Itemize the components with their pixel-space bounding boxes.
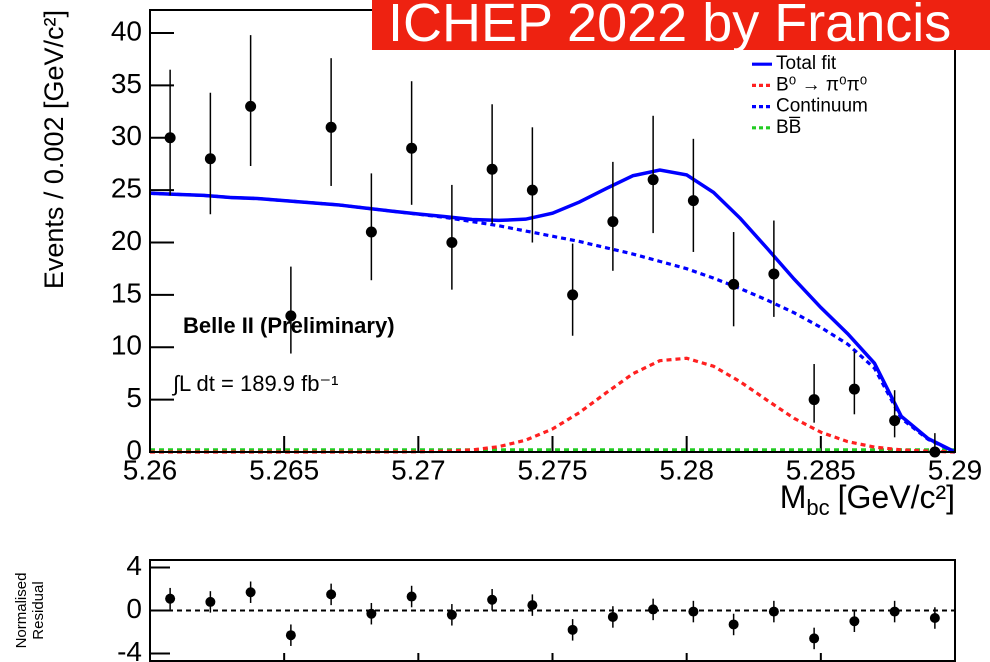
annotation: Belle II (Preliminary): [183, 313, 395, 338]
data-point: [204, 153, 216, 165]
y-tick-label: 4: [126, 550, 142, 581]
data-point: [245, 100, 257, 112]
data-point: [325, 121, 337, 133]
x-tick-label: 5.285: [786, 454, 856, 485]
fit-curve: [150, 356, 956, 454]
data-point: [728, 619, 739, 630]
x-tick-label: 5.275: [517, 454, 587, 485]
data-point: [809, 633, 820, 644]
annotation: ∫L dt = 189.9 fb⁻¹: [171, 371, 338, 396]
data-point: [567, 289, 579, 301]
y-tick-label: 0: [126, 593, 142, 624]
data-point: [849, 616, 860, 627]
data-point: [929, 613, 940, 624]
x-tick-label: 5.27: [391, 454, 446, 485]
x-tick-label: 5.28: [659, 454, 714, 485]
data-point: [728, 278, 740, 290]
fit-curve: [149, 168, 956, 454]
data-point: [205, 596, 216, 607]
x-tick-label: 5.265: [249, 454, 319, 485]
y-axis-label: Events / 0.002 [GeV/c²]: [39, 10, 69, 289]
fit-curve: [149, 191, 956, 454]
y-tick-label: 20: [111, 225, 142, 256]
data-point: [285, 310, 297, 322]
x-axis-label-sub: bc: [806, 495, 829, 520]
y-tick-label: 30: [111, 120, 142, 151]
data-point: [487, 594, 498, 605]
x-axis-label: Mbc [GeV/c²]: [780, 479, 955, 519]
y-tick-label: 10: [111, 330, 142, 361]
data-point: [406, 142, 418, 154]
data-point: [848, 383, 860, 395]
x-axis-label-main: M: [780, 479, 807, 515]
y-tick-label: 35: [111, 68, 142, 99]
data-point: [365, 226, 377, 238]
data-point: [768, 268, 780, 280]
legend-label: Total fit: [776, 53, 837, 74]
plot-frame: [149, 559, 956, 662]
data-point: [245, 587, 256, 598]
y-tick-label: 40: [111, 15, 142, 46]
banner-text: ICHEP 2022 by Francis: [388, 0, 951, 53]
data-point: [607, 611, 618, 622]
banner-box: [372, 0, 990, 50]
data-point: [526, 184, 538, 196]
data-point: [446, 609, 457, 620]
y-tick-label: 25: [111, 173, 142, 204]
data-point: [687, 195, 699, 207]
legend-label: BB̅: [776, 117, 801, 138]
data-point: [486, 163, 498, 175]
data-point: [164, 132, 176, 144]
data-point: [768, 606, 779, 617]
data-point: [285, 630, 296, 641]
x-tick-label: 5.29: [928, 454, 983, 485]
y-axis-label: Residual: [30, 581, 47, 639]
legend-label: B⁰ → π⁰π⁰: [776, 74, 867, 95]
y-tick-label: 5: [126, 382, 142, 413]
y-tick-label: -4: [117, 636, 142, 662]
data-point: [406, 591, 417, 602]
data-point: [607, 216, 619, 228]
data-point: [889, 415, 901, 427]
legend-label: Continuum: [776, 96, 868, 117]
data-point: [366, 608, 377, 619]
data-point: [647, 174, 659, 186]
x-tick-label: 5.26: [123, 454, 178, 485]
data-point: [446, 237, 458, 249]
data-point: [889, 606, 900, 617]
x-axis-label-unit: [GeV/c²]: [838, 479, 955, 515]
data-point: [326, 589, 337, 600]
data-point: [808, 394, 820, 406]
data-point: [527, 600, 538, 611]
data-point: [688, 606, 699, 617]
data-point: [648, 604, 659, 615]
data-point: [165, 593, 176, 604]
y-axis-label: Normalised: [13, 573, 30, 649]
data-point: [567, 624, 578, 635]
y-tick-label: 15: [111, 277, 142, 308]
y-tick-label: 0: [126, 434, 142, 465]
